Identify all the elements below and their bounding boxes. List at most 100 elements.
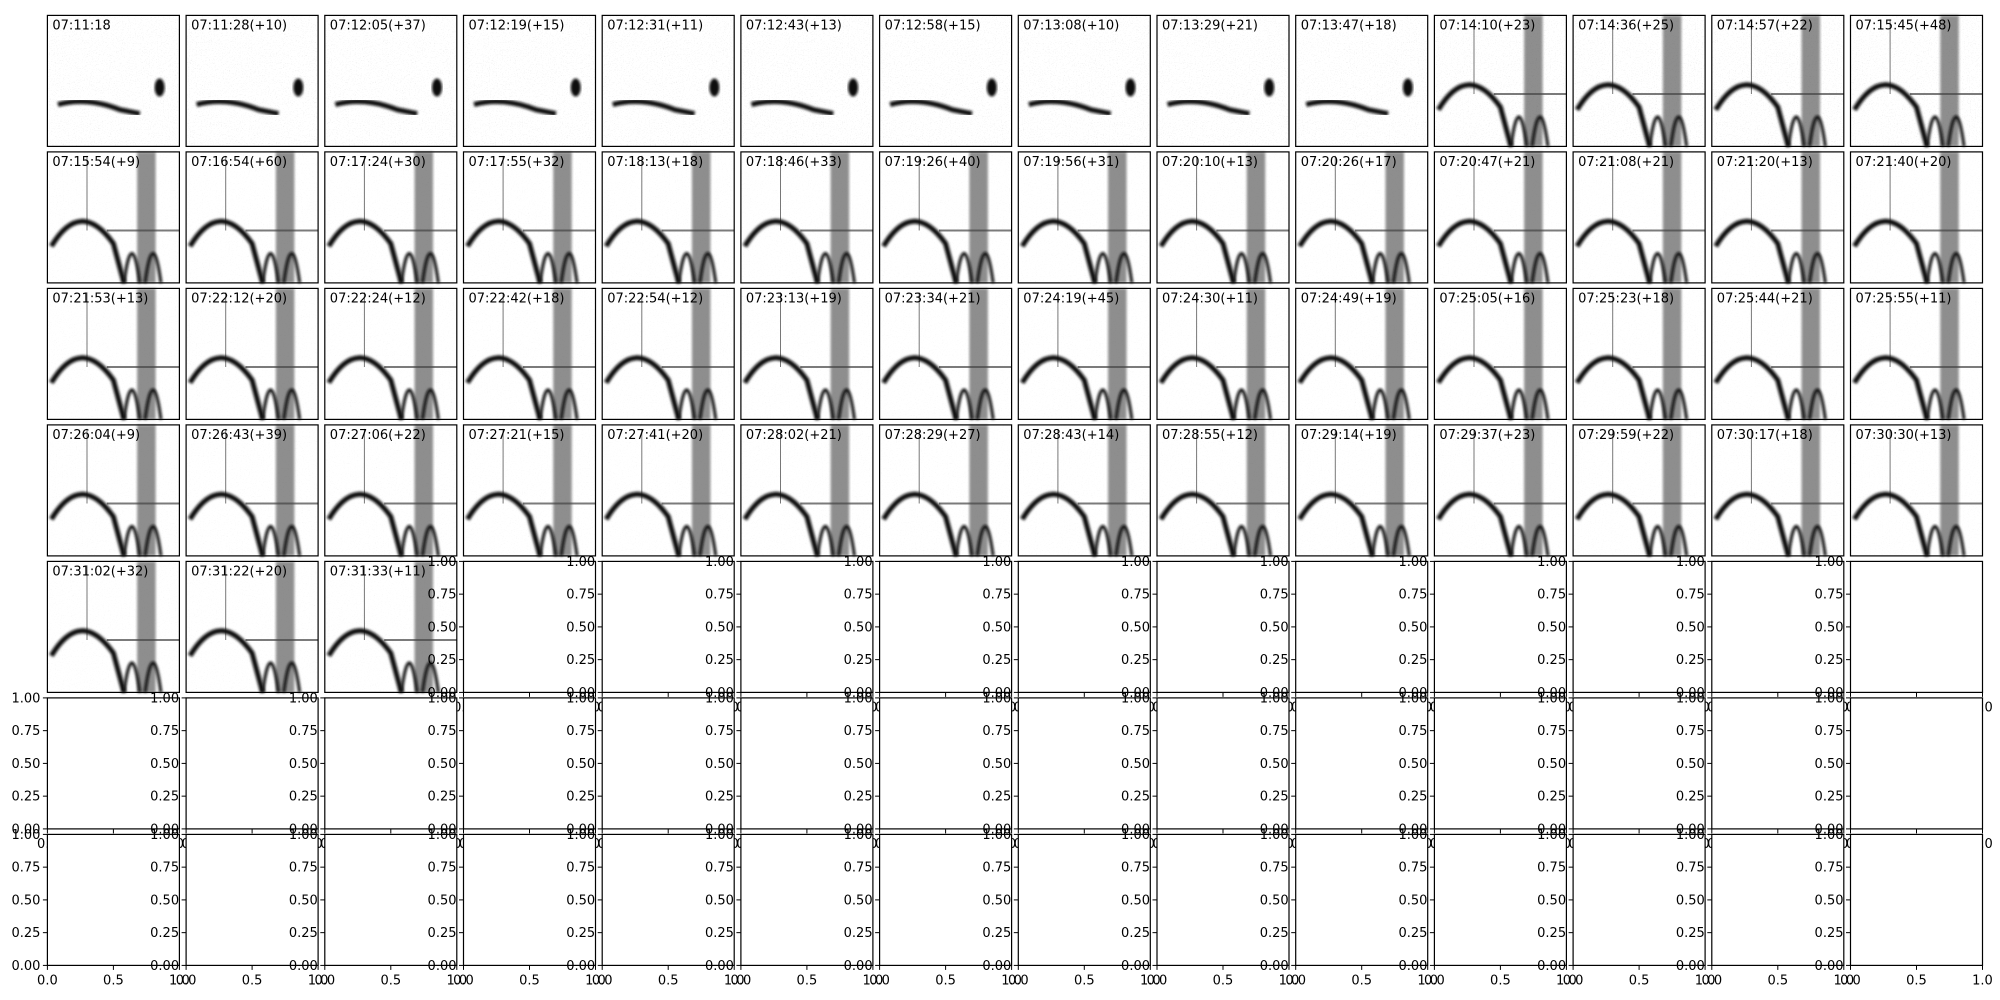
y-tick-label: 0.50 (982, 757, 1011, 772)
y-tick-label: 1.00 (1398, 691, 1427, 706)
call-trace (1305, 99, 1389, 117)
axes: 07:15:45(+48) (1849, 14, 1984, 148)
axes-background (1434, 697, 1567, 829)
y-tick-label: 0.00 (982, 822, 1011, 837)
y-tick-label: 0.50 (982, 893, 1011, 908)
noise-band (137, 288, 156, 420)
axes: 07:25:55(+11) (1849, 287, 1984, 421)
x-tick-label: 1.0 (1556, 973, 1577, 988)
call-loop (1370, 388, 1411, 420)
y-tick-label: 0.75 (1537, 861, 1566, 876)
spectrogram-noise (1157, 424, 1289, 556)
axes-background (1850, 697, 1983, 829)
y-tick-label: 0.00 (289, 822, 318, 837)
axes-background (47, 834, 180, 966)
call-trace (604, 355, 682, 421)
axes-frame (1849, 14, 1984, 147)
y-tick-label: 0.75 (1121, 861, 1150, 876)
call-loop (1509, 251, 1550, 284)
y-tick-label: 0.25 (11, 926, 40, 941)
noise-band (553, 151, 572, 283)
y-tick-label: 0.50 (705, 757, 734, 772)
panel-title: 07:21:53(+13) (52, 291, 148, 306)
panel-title: 07:23:13(+19) (746, 291, 842, 306)
noise-band (691, 288, 711, 420)
spectrogram-noise (879, 424, 1012, 556)
noise-band (1801, 424, 1821, 556)
x-tick-label: 0.0 (592, 973, 613, 988)
y-tick-label: 0.75 (982, 588, 1011, 603)
call-loop (1232, 388, 1273, 420)
axes-frame (1017, 287, 1151, 420)
noise-band (1662, 15, 1682, 147)
y-tick-label: 0.50 (289, 893, 318, 908)
call-loop (1648, 115, 1689, 147)
call-loop (399, 388, 440, 420)
y-tick-label: 0.75 (289, 724, 318, 739)
x-tick-label: 1.0 (1417, 973, 1438, 988)
noise-band (1385, 424, 1404, 556)
panel-title: 07:24:49(+19) (1301, 291, 1397, 306)
axes: 0.000.250.500.751.000.00.51.0 (1398, 691, 1576, 852)
noise-band (553, 424, 572, 556)
spectrogram-noise (47, 424, 180, 556)
axes: 07:20:26(+17) (1295, 151, 1429, 284)
noise-band (1246, 288, 1266, 420)
axes-frame (46, 14, 181, 147)
spectrogram-noise (1018, 424, 1151, 556)
call-loop (1232, 524, 1273, 557)
y-tick-label: 0.50 (1537, 893, 1566, 908)
panel-title: 07:28:55(+12) (1162, 428, 1258, 443)
y-tick-label: 0.25 (1537, 653, 1566, 668)
y-tick-label: 0.75 (1676, 588, 1705, 603)
y-tick-label: 0.00 (705, 959, 734, 974)
y-tick-label: 0.50 (1260, 757, 1289, 772)
y-tick-label: 0.00 (1121, 959, 1150, 974)
axes-frame (1295, 14, 1429, 147)
call-loop (122, 524, 163, 557)
y-tick-label: 0.75 (1676, 724, 1705, 739)
y-tick-label: 0.50 (1537, 757, 1566, 772)
y-tick-label: 0.00 (1815, 959, 1844, 974)
axes: 07:25:44(+21) (1711, 287, 1845, 421)
call-blob (1264, 78, 1275, 97)
call-trace (1852, 218, 1930, 284)
call-trace (1574, 491, 1653, 557)
y-tick-label: 1.00 (1260, 555, 1289, 570)
axes-frame (601, 424, 735, 557)
call-loop (538, 388, 579, 420)
call-loop (1648, 388, 1689, 420)
y-tick-label: 0.75 (566, 724, 595, 739)
call-loop (399, 661, 440, 693)
spectrogram-noise (47, 151, 180, 283)
y-tick-label: 0.25 (1815, 926, 1844, 941)
axes: 07:26:04(+9) (46, 424, 181, 557)
panel-title: 07:25:44(+21) (1717, 291, 1813, 306)
spectrogram-noise (463, 151, 596, 283)
axes-frame (185, 560, 319, 694)
y-tick-label: 0.75 (1815, 724, 1844, 739)
call-loop (1925, 388, 1966, 420)
axes: 07:27:41(+20) (601, 424, 735, 557)
axes-frame (185, 424, 319, 557)
axes-background (1018, 697, 1151, 829)
x-tick-label: 0.5 (1767, 973, 1788, 988)
noise-band (1108, 424, 1127, 556)
call-loop (1786, 524, 1827, 557)
y-tick-label: 1.00 (428, 555, 457, 570)
y-tick-label: 1.00 (289, 828, 318, 843)
y-tick-label: 0.50 (1815, 620, 1844, 635)
axes-frame (324, 151, 458, 284)
y-tick-label: 0.00 (1537, 686, 1566, 701)
call-trace (187, 218, 266, 284)
call-blob (1402, 78, 1413, 97)
axes: 0.000.250.500.751.000.00.51.0 (150, 691, 328, 852)
axes-background (1157, 697, 1289, 829)
panel-title: 07:31:33(+11) (330, 564, 426, 579)
axes: 07:20:10(+13) (1156, 151, 1290, 284)
panel-title: 07:26:04(+9) (52, 428, 140, 443)
axes-frame (46, 287, 181, 420)
call-loop (1093, 251, 1134, 284)
